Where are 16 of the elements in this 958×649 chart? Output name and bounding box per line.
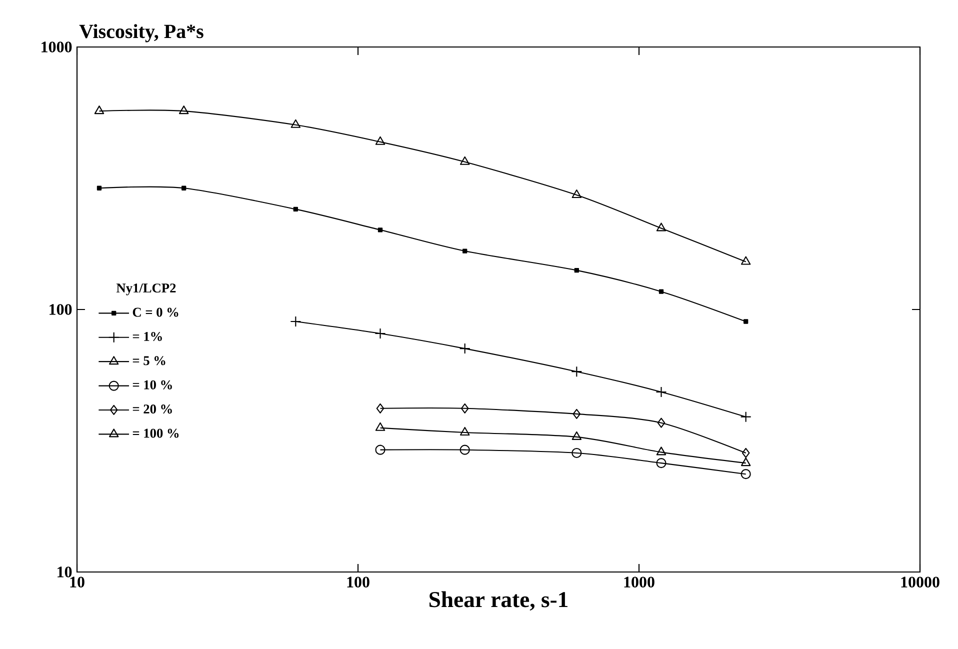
x-tick-label: 1000 xyxy=(624,576,654,588)
y-tick-label: 1000 xyxy=(42,42,72,52)
y-tick-label: 10 xyxy=(58,566,72,578)
legend-label: = 20 % xyxy=(132,404,172,414)
x-tick-label: 10000 xyxy=(901,576,940,588)
legend-label: C = 0 % xyxy=(132,308,178,317)
y-tick-label: 100 xyxy=(50,304,72,315)
y-axis-title: Viscosity, Pa*s xyxy=(79,24,204,42)
legend-label: = 10 % xyxy=(132,380,172,390)
x-tick-label: 10 xyxy=(70,576,84,588)
legend-label: = 100 % xyxy=(132,428,179,438)
legend-label: = 1% xyxy=(132,332,162,341)
x-axis-title: Shear rate, s-1 xyxy=(430,591,568,611)
x-tick-label: 100 xyxy=(347,576,370,588)
legend-label: = 5 % xyxy=(132,356,166,366)
legend-title: Ny1/LCP2 xyxy=(116,284,176,296)
